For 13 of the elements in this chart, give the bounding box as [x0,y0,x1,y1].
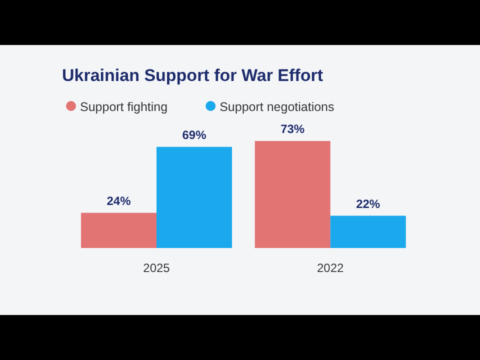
bar [254,141,330,248]
data-label: 69% [182,128,207,142]
data-label: 24% [106,194,132,208]
bar [330,216,406,248]
legend-label: Support fighting [80,100,168,114]
data-label: 73% [280,122,305,136]
x-tick-label: 2025 [143,261,170,275]
chart-title: Ukrainian Support for War Effort [62,66,324,85]
data-label: 22% [356,196,380,211]
bar [156,146,232,248]
bar [81,212,156,248]
legend-label: Support negotiations [220,100,334,114]
x-tick-label: 2022 [317,261,344,275]
